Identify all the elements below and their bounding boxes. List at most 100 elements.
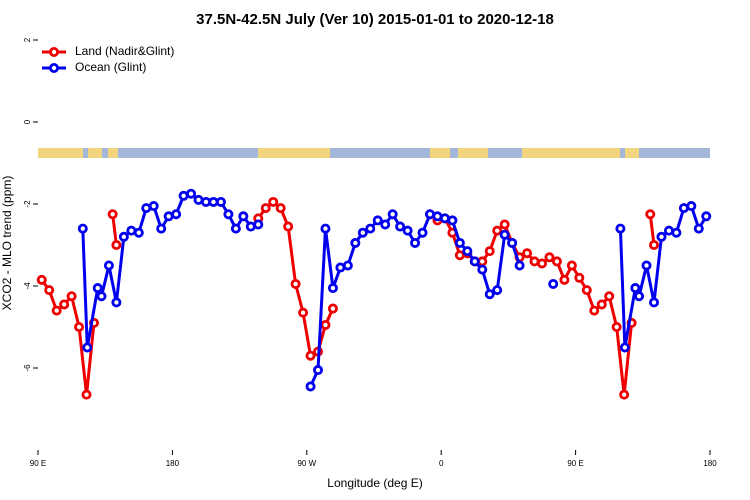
point bbox=[253, 219, 264, 230]
point bbox=[596, 299, 607, 310]
x-axis-label: Longitude (deg E) bbox=[327, 476, 422, 490]
point bbox=[686, 201, 697, 212]
point bbox=[417, 227, 428, 238]
point bbox=[81, 389, 92, 400]
point bbox=[492, 225, 503, 236]
point bbox=[342, 260, 353, 271]
point bbox=[574, 272, 585, 283]
point bbox=[619, 389, 630, 400]
point bbox=[260, 203, 271, 214]
point bbox=[111, 297, 122, 308]
point bbox=[107, 209, 118, 220]
point bbox=[656, 231, 667, 242]
map-strip bbox=[38, 148, 710, 158]
x-tick-label: 90 W bbox=[297, 459, 316, 468]
point bbox=[74, 321, 85, 332]
point bbox=[402, 225, 413, 236]
point bbox=[66, 291, 77, 302]
point bbox=[327, 283, 338, 294]
point bbox=[701, 211, 712, 222]
y-tick-label: -2 bbox=[23, 200, 32, 208]
point bbox=[499, 219, 510, 230]
point bbox=[380, 219, 391, 230]
point bbox=[462, 246, 473, 257]
point bbox=[82, 342, 93, 353]
point bbox=[320, 223, 331, 234]
series-line bbox=[81, 192, 708, 388]
point bbox=[133, 227, 144, 238]
point bbox=[372, 215, 383, 226]
point bbox=[327, 303, 338, 314]
legend-marker bbox=[49, 47, 60, 58]
point bbox=[645, 209, 656, 220]
point bbox=[320, 319, 331, 330]
point bbox=[630, 283, 641, 294]
point bbox=[223, 209, 234, 220]
point bbox=[275, 203, 286, 214]
point bbox=[551, 256, 562, 267]
x-tick-label: 180 bbox=[166, 459, 180, 468]
point bbox=[507, 237, 518, 248]
point bbox=[454, 237, 465, 248]
point bbox=[111, 239, 122, 250]
point bbox=[387, 209, 398, 220]
point bbox=[59, 299, 70, 310]
point bbox=[268, 196, 279, 207]
point bbox=[604, 291, 615, 302]
y-tick-label: 0 bbox=[23, 119, 32, 124]
x-tick-label: 90 E bbox=[567, 459, 583, 468]
y-tick-label: -4 bbox=[23, 282, 32, 290]
point bbox=[118, 231, 129, 242]
point bbox=[410, 237, 421, 248]
point bbox=[305, 381, 316, 392]
point bbox=[544, 252, 555, 263]
point bbox=[484, 289, 495, 300]
legend-label: Land (Nadir&Glint) bbox=[75, 44, 174, 58]
point bbox=[290, 278, 301, 289]
point bbox=[312, 365, 323, 376]
point bbox=[615, 223, 626, 234]
y-axis-label: XCO2 - MLO trend (ppm) bbox=[0, 176, 14, 311]
point bbox=[77, 223, 88, 234]
legend-label: Ocean (Glint) bbox=[75, 60, 146, 74]
point bbox=[619, 342, 630, 353]
point bbox=[611, 321, 622, 332]
point bbox=[499, 229, 510, 240]
point bbox=[36, 274, 47, 285]
point bbox=[566, 260, 577, 271]
point bbox=[548, 278, 559, 289]
point bbox=[447, 215, 458, 226]
point bbox=[641, 260, 652, 271]
chart-title: 37.5N-42.5N July (Ver 10) 2015-01-01 to … bbox=[196, 11, 554, 28]
point bbox=[215, 196, 226, 207]
point bbox=[581, 285, 592, 296]
point bbox=[634, 291, 645, 302]
point bbox=[477, 264, 488, 275]
point bbox=[671, 227, 682, 238]
point bbox=[238, 211, 249, 222]
point bbox=[395, 221, 406, 232]
point bbox=[148, 201, 159, 212]
point bbox=[514, 260, 525, 271]
point bbox=[298, 307, 309, 318]
y-tick-label: 2 bbox=[23, 37, 32, 42]
point bbox=[305, 350, 316, 361]
point bbox=[559, 274, 570, 285]
point bbox=[44, 285, 55, 296]
point bbox=[693, 223, 704, 234]
point bbox=[350, 237, 361, 248]
point bbox=[492, 285, 503, 296]
point bbox=[537, 258, 548, 269]
point bbox=[469, 256, 480, 267]
point bbox=[522, 248, 533, 259]
point bbox=[230, 223, 241, 234]
point bbox=[92, 283, 103, 294]
point bbox=[96, 291, 107, 302]
point bbox=[51, 305, 62, 316]
point bbox=[365, 223, 376, 234]
x-tick-label: 180 bbox=[703, 459, 717, 468]
point bbox=[171, 209, 182, 220]
y-tick-label: -6 bbox=[23, 364, 32, 372]
x-tick-label: 90 E bbox=[30, 459, 46, 468]
